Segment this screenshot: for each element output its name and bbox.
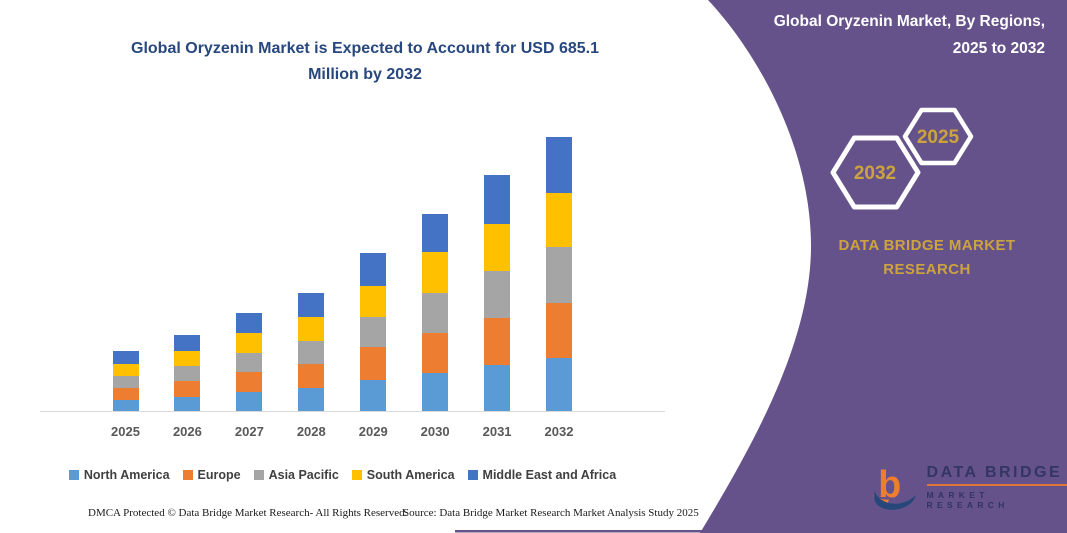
logo-text: DATA BRIDGE MARKET RESEARCH — [926, 464, 1067, 510]
legend-item: South America — [351, 468, 455, 482]
bar-segment-europe — [484, 317, 511, 365]
hexagon-2032-label: 2032 — [854, 163, 896, 184]
legend-label: Middle East and Africa — [482, 468, 617, 482]
bar-segment-middle-east-and-africa — [546, 136, 572, 193]
bar-segment-middle-east-and-africa — [298, 292, 325, 318]
x-axis-label: 2032 — [544, 424, 574, 439]
data-bridge-logo-icon: b — [872, 463, 916, 510]
bar-segment-middle-east-and-africa — [236, 312, 263, 334]
bar-segment-south-america — [174, 350, 201, 367]
panel-heading-line1: Global Oryzenin Market, By Regions, — [773, 13, 1045, 30]
bar-segment-middle-east-and-africa — [484, 175, 511, 224]
legend-swatch-icon — [253, 470, 264, 480]
bar-segment-europe — [422, 333, 449, 373]
x-axis-label: 2026 — [172, 424, 202, 439]
brand-words-line1: DATA BRIDGE MARKET — [838, 237, 1016, 254]
x-axis-label: 2025 — [111, 424, 140, 439]
svg-text:b: b — [878, 463, 901, 505]
legend-label: Europe — [197, 468, 241, 482]
hexagon-2032 — [830, 135, 921, 210]
bar-segment-north-america — [546, 357, 572, 411]
x-axis-label: 2031 — [482, 424, 512, 439]
bar-segment-north-america — [174, 396, 201, 411]
legend-item: North America — [68, 468, 170, 482]
bar-segment-north-america — [298, 388, 325, 411]
chart-title-line2: Million by 2032 — [308, 66, 422, 83]
legend-item: Middle East and Africa — [467, 468, 617, 482]
legend-swatch-icon — [467, 470, 478, 480]
x-axis-line — [40, 411, 665, 412]
bar-segment-south-america — [298, 317, 325, 341]
legend-swatch-icon — [182, 470, 193, 480]
footer-dmca-text: DMCA Protected © Data Bridge Market Rese… — [88, 507, 408, 519]
bar-segment-middle-east-and-africa — [174, 334, 201, 351]
legend-swatch-icon — [68, 470, 79, 480]
hexagon-badges: 2032 2025 — [830, 107, 974, 210]
hexagon-2025 — [902, 107, 974, 166]
bar-segment-europe — [360, 346, 387, 380]
bar-segment-asia-pacific — [422, 293, 449, 334]
bar-segment-europe — [546, 302, 572, 358]
legend-swatch-icon — [351, 470, 362, 480]
bar-segment-europe — [174, 380, 201, 397]
bar-segment-middle-east-and-africa — [422, 213, 449, 253]
bar-segment-europe — [298, 364, 325, 389]
bar-segment-south-america — [422, 252, 449, 294]
bar-segment-north-america — [422, 372, 449, 411]
brand-words-line2: RESEARCH — [883, 261, 971, 278]
chart-title: Global Oryzenin Market is Expected to Ac… — [60, 36, 670, 88]
legend-label: South America — [366, 468, 455, 482]
bar-segment-north-america — [112, 399, 139, 411]
x-axis-label: 2030 — [420, 424, 450, 439]
chart-legend: North America Europe Asia Pacific South Ame… — [0, 468, 685, 482]
bar-segment-north-america — [236, 392, 263, 411]
data-bridge-logo: b DATA BRIDGE MARKET RESEARCH — [872, 460, 1067, 514]
bar-segment-europe — [236, 372, 263, 393]
bar-segment-asia-pacific — [360, 317, 387, 347]
legend-label: North America — [83, 468, 170, 482]
footer-source-text: Source: Data Bridge Market Research Mark… — [403, 507, 699, 519]
legend-item: Asia Pacific — [253, 468, 339, 482]
bar-segment-south-america — [236, 333, 263, 353]
bar-segment-south-america — [360, 285, 387, 318]
bar-segment-south-america — [112, 364, 139, 376]
legend-label: Asia Pacific — [268, 468, 339, 482]
bar-segment-asia-pacific — [174, 366, 201, 381]
bar-segment-asia-pacific — [112, 375, 139, 388]
bar-segment-asia-pacific — [484, 270, 511, 318]
plot-area: 2025 2026 2027 2028 2029 2030 2031 2032 — [111, 136, 574, 439]
bar-segment-asia-pacific — [298, 340, 325, 365]
logo-text-line2: MARKET RESEARCH — [926, 490, 1009, 510]
bar-segment-asia-pacific — [236, 352, 263, 373]
bar-segment-europe — [112, 387, 139, 400]
hexagon-2025-label: 2025 — [917, 127, 960, 148]
legend-item: Europe — [182, 468, 241, 482]
x-axis-label: 2027 — [234, 424, 264, 439]
bar-segment-middle-east-and-africa — [360, 253, 387, 286]
bar-segment-north-america — [484, 364, 511, 411]
brand-words: DATA BRIDGE MARKET RESEARCH — [807, 234, 1047, 282]
panel-heading-line2: 2025 to 2032 — [952, 40, 1045, 57]
x-axis-label: 2028 — [296, 424, 326, 439]
panel-heading: Global Oryzenin Market, By Regions, 2025… — [715, 8, 1045, 62]
x-axis-label: 2029 — [358, 424, 388, 439]
bar-segment-south-america — [546, 192, 572, 247]
purple-wedge-shape — [700, 0, 1067, 533]
chart-title-line1: Global Oryzenin Market is Expected to Ac… — [131, 40, 599, 57]
bar-segment-asia-pacific — [546, 246, 572, 303]
logo-text-line1: DATA BRIDGE — [926, 464, 1067, 486]
bar-segment-middle-east-and-africa — [112, 350, 139, 365]
bar-segment-north-america — [360, 379, 387, 411]
bar-segment-south-america — [484, 223, 511, 271]
